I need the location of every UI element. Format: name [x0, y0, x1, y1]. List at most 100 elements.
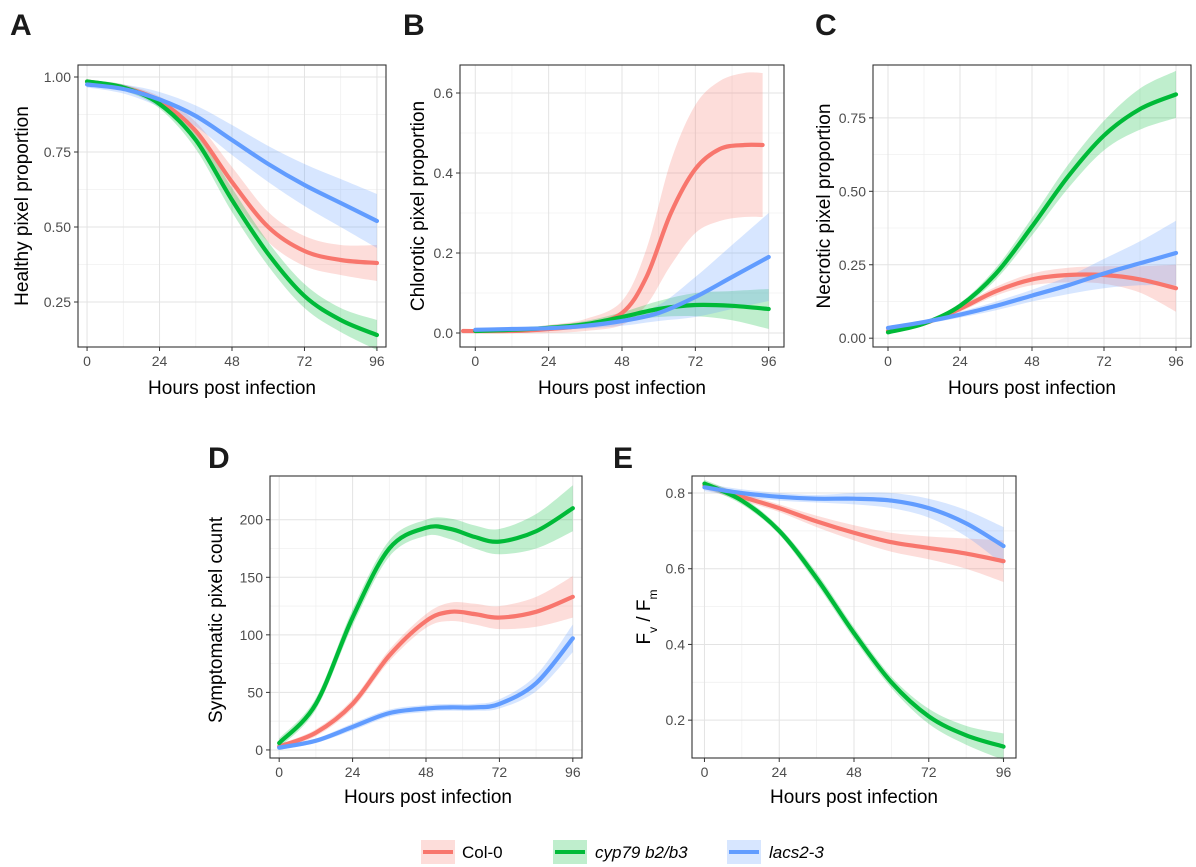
series-lines-c — [885, 92, 1179, 335]
ticks-e: 0 24 48 72 96 0.2 0.4 0.6 0.8 — [666, 485, 1012, 780]
legend-label-col0: Col-0 — [462, 843, 503, 862]
panel-a: A 0 24 48 72 96 0.25 0.50 0.75 1.00 Hours post i… — [10, 9, 387, 399]
x-tick-label-a: 0 — [83, 353, 91, 369]
x-tick-label-d: 48 — [418, 764, 434, 780]
series-lines-e — [702, 481, 1006, 749]
x-tick-label-d: 72 — [492, 764, 508, 780]
y-tick-label-b: 0.0 — [434, 325, 454, 341]
x-tick-label-c: 72 — [1096, 353, 1112, 369]
x-tick-label-b: 96 — [761, 353, 777, 369]
series-line-lacs — [473, 254, 771, 332]
y-tick-label-c: 0.25 — [839, 257, 866, 273]
legend-label-lacs: lacs2-3 — [769, 843, 824, 862]
y-axis-title-d: Symptomatic pixel count — [206, 516, 227, 723]
grid-c — [873, 65, 1191, 347]
panel-letter-d: D — [208, 442, 230, 475]
x-tick-label-e: 48 — [846, 764, 862, 780]
y-tick-label-e: 0.6 — [666, 561, 686, 577]
x-tick-label-c: 24 — [952, 353, 968, 369]
series-line-cyp79 — [702, 481, 1006, 749]
x-axis-title-d: Hours post infection — [344, 787, 512, 808]
x-tick-label-d: 24 — [345, 764, 361, 780]
x-tick-label-d: 96 — [565, 764, 581, 780]
x-tick-label-b: 72 — [688, 353, 704, 369]
y-tick-label-a: 0.75 — [44, 144, 71, 160]
confidence-band-col0 — [888, 264, 1176, 333]
y-axis-title-b: Chlorotic pixel proportion — [408, 101, 429, 311]
y-axis-title-c: Necrotic pixel proportion — [814, 104, 835, 309]
x-tick-label-e: 72 — [921, 764, 937, 780]
x-tick-label-b: 0 — [471, 353, 479, 369]
legend-item-lacs: lacs2-3 — [727, 840, 824, 864]
x-tick-label-e: 0 — [701, 764, 709, 780]
series-lines-b — [460, 142, 771, 334]
ticks-b: 0 24 48 72 96 0.0 0.2 0.4 0.6 — [434, 85, 777, 369]
y-axis-title-e-slash: / F — [634, 599, 655, 626]
panel-letter-b: B — [403, 9, 425, 42]
x-tick-label-c: 48 — [1024, 353, 1040, 369]
confidence-bands-b — [463, 72, 769, 334]
x-axis-title-e: Hours post infection — [770, 787, 938, 808]
series-line-cyp79 — [277, 506, 575, 746]
legend-label-cyp79: cyp79 b2/b3 — [595, 843, 688, 862]
y-tick-label-b: 0.4 — [434, 165, 454, 181]
y-tick-label-d: 200 — [240, 512, 264, 528]
panel-e: E 0 24 48 72 96 0.2 0.4 0.6 0.8 Hours post infec… — [613, 442, 1017, 808]
panel-letter-a: A — [10, 9, 32, 42]
confidence-band-cyp79 — [704, 479, 1004, 760]
legend-item-cyp79: cyp79 b2/b3 — [553, 840, 688, 864]
y-axis-title-a: Healthy pixel proportion — [12, 106, 33, 306]
series-line-col0 — [277, 594, 575, 749]
x-tick-label-e: 96 — [996, 764, 1012, 780]
series-line-lacs — [702, 485, 1006, 549]
panel-letter-c: C — [815, 9, 837, 42]
y-tick-label-a: 0.25 — [44, 294, 71, 310]
confidence-band-col0 — [463, 72, 763, 334]
series-line-col0 — [702, 483, 1006, 564]
x-tick-label-a: 48 — [224, 353, 240, 369]
y-tick-label-b: 0.2 — [434, 245, 454, 261]
series-line-lacs — [885, 250, 1179, 331]
y-axis-title-e: Fv / Fm — [634, 589, 660, 644]
x-axis-title-a: Hours post infection — [148, 378, 316, 399]
series-line-lacs — [277, 636, 575, 750]
y-tick-label-a: 0.50 — [44, 219, 71, 235]
x-axis-title-b: Hours post infection — [538, 378, 706, 399]
y-tick-label-c: 0.00 — [839, 330, 866, 346]
grid-b — [460, 65, 784, 347]
ticks-c: 0 24 48 72 96 0.00 0.25 0.50 0.75 — [839, 110, 1184, 369]
y-axis-title-e-f: F — [634, 633, 655, 645]
y-axis-title-e-sub-v: v — [646, 627, 660, 633]
y-tick-label-a: 1.00 — [44, 69, 71, 85]
legend-item-col0: Col-0 — [421, 840, 503, 864]
panel-d: D 0 24 48 72 96 0 50 100 150 200 Hours post infec… — [206, 442, 583, 808]
ticks-a: 0 24 48 72 96 0.25 0.50 0.75 1.00 — [44, 69, 385, 369]
y-tick-label-e: 0.4 — [666, 636, 686, 652]
x-tick-label-a: 96 — [369, 353, 385, 369]
legend: Col-0 cyp79 b2/b3 lacs2-3 — [421, 840, 824, 864]
y-tick-label-e: 0.2 — [666, 712, 686, 728]
x-tick-label-e: 24 — [771, 764, 787, 780]
y-tick-label-c: 0.50 — [839, 183, 866, 199]
confidence-band-cyp79 — [475, 289, 769, 333]
series-lines-d — [277, 506, 575, 750]
x-tick-label-b: 48 — [614, 353, 630, 369]
y-tick-label-d: 100 — [240, 627, 264, 643]
x-tick-label-a: 72 — [297, 353, 313, 369]
x-tick-label-c: 96 — [1168, 353, 1184, 369]
confidence-band-lacs — [704, 483, 1004, 565]
y-tick-label-d: 50 — [247, 684, 263, 700]
series-lines-a — [84, 79, 380, 338]
y-tick-label-d: 150 — [240, 569, 264, 585]
x-tick-label-c: 0 — [884, 353, 892, 369]
x-tick-label-d: 0 — [275, 764, 283, 780]
x-tick-label-a: 24 — [152, 353, 168, 369]
y-axis-title-e-sub-m: m — [646, 589, 660, 599]
y-tick-label-d: 0 — [255, 742, 263, 758]
confidence-band-cyp79 — [279, 485, 573, 748]
panel-letter-e: E — [613, 442, 633, 475]
x-axis-title-c: Hours post infection — [948, 378, 1116, 399]
ticks-d: 0 24 48 72 96 0 50 100 150 200 — [240, 512, 581, 780]
panel-c: C 0 24 48 72 96 0.00 0.25 0.50 0.75 Hours post i… — [814, 9, 1192, 399]
